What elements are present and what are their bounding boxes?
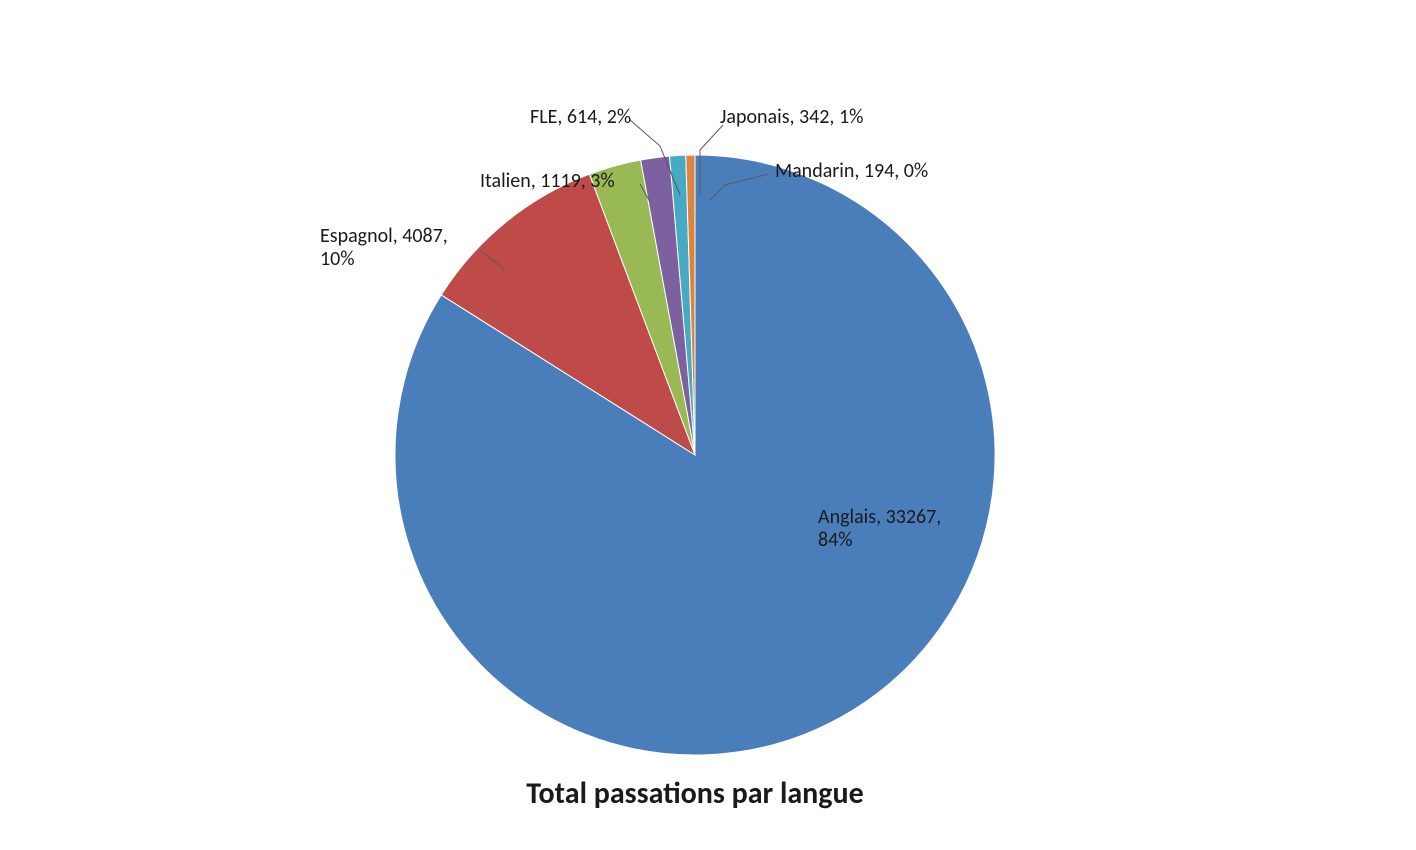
label-fle: FLE, 614, 2% [530, 106, 631, 129]
label-japonais: Japonais, 342, 1% [720, 106, 863, 129]
label-mandarin: Mandarin, 194, 0% [775, 160, 928, 183]
label-espagnol: Espagnol, 4087, 10% [320, 225, 448, 271]
label-italien: Italien, 1119, 3% [480, 170, 615, 193]
pie-slices [395, 155, 995, 755]
pie-svg [0, 0, 1416, 850]
chart-title: Total passations par langue [435, 775, 955, 812]
pie-chart: Anglais, 33267, 84% Espagnol, 4087, 10% It… [0, 0, 1416, 850]
label-anglais: Anglais, 33267, 84% [818, 506, 941, 552]
